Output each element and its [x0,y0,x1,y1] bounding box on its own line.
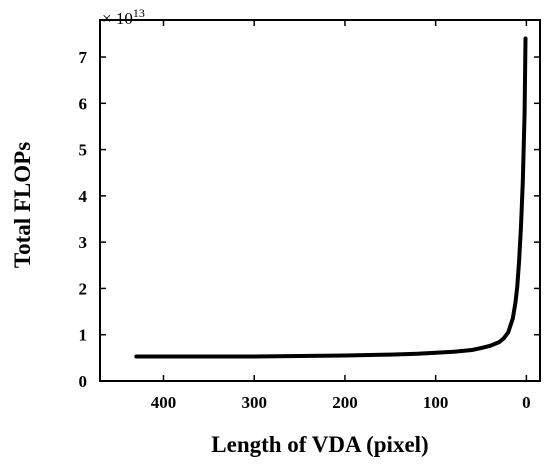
y-tick-label: 5 [79,141,88,160]
y-tick-label: 3 [79,233,88,252]
ticks-layer: 400 300 200 100 0 0 1 2 3 4 5 6 7 [79,20,540,412]
y-tick-label: 6 [79,94,88,113]
x-tick-label: 0 [522,393,531,412]
y-tick-label: 1 [79,326,88,345]
y-tick-label: 2 [79,279,88,298]
y-multiplier-label: × 1013 [102,6,145,28]
y-axis-label: Total FLOPs [10,142,35,268]
x-tick-label: 100 [423,393,449,412]
y-tick-label: 0 [79,372,88,391]
series-line-total-flops [134,36,528,359]
x-tick-label: 300 [241,393,267,412]
x-axis-label: Length of VDA (pixel) [211,432,428,457]
plot-area [99,19,541,382]
x-tick-label: 400 [151,393,177,412]
y-tick-label: 7 [79,48,88,67]
x-tick-label: 200 [332,393,358,412]
y-tick-label: 4 [79,187,88,206]
y-multiplier-exponent: 13 [133,6,145,20]
